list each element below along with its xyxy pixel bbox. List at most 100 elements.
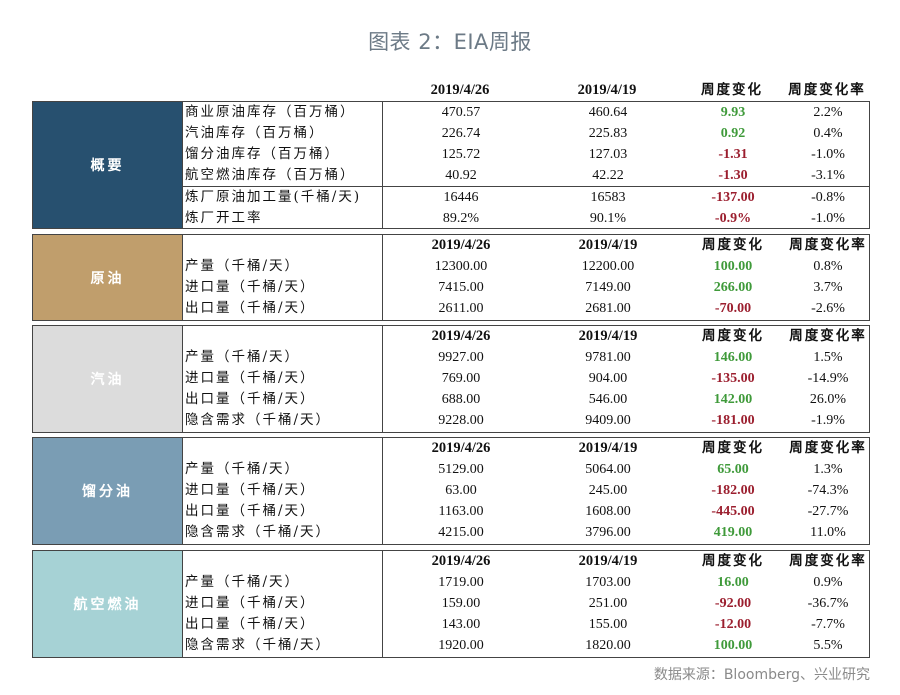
header-weekly-change: 周度变化: [702, 237, 764, 253]
weekly-change-rate: -36.7%: [807, 596, 849, 611]
value-date2: 1703.00: [585, 575, 631, 590]
value-date1: 63.00: [445, 483, 477, 498]
row-name: 炼厂开工率: [185, 210, 263, 226]
value-date1: 40.92: [445, 168, 477, 183]
section-label: 概要: [33, 102, 182, 228]
row-name: 出口量（千桶/天）: [185, 503, 316, 519]
weekly-change: -70.00: [714, 301, 752, 316]
weekly-change-rate: 0.9%: [813, 575, 843, 590]
value-date1: 226.74: [441, 126, 481, 141]
row-name: 进口量（千桶/天）: [185, 482, 316, 498]
weekly-change: -135.00: [711, 371, 755, 386]
value-date2: 12200.00: [581, 259, 635, 274]
value-date2: 1608.00: [585, 504, 631, 519]
row-name: 产量（千桶/天）: [185, 461, 301, 477]
value-date1: 4215.00: [438, 525, 484, 540]
weekly-change: 146.00: [713, 350, 753, 365]
section-box: 原油 2019/4/26 2019/4/19 周度变化 周度变化率 产量（千桶/…: [32, 234, 870, 321]
table-row: 产量（千桶/天） 12300.00 12200.00 100.00 0.8%: [33, 256, 869, 277]
weekly-change-rate: -3.1%: [811, 168, 845, 183]
value-date1: 159.00: [441, 596, 481, 611]
weekly-change-rate: 1.3%: [813, 462, 843, 477]
value-date1: 1163.00: [438, 504, 484, 519]
row-name: 出口量（千桶/天）: [185, 300, 316, 316]
weekly-change: -1.30: [718, 168, 748, 183]
value-date2: 9409.00: [585, 413, 631, 428]
weekly-change: -0.9%: [714, 211, 752, 226]
header-date2: 2019/4/19: [578, 440, 638, 456]
row-name: 进口量（千桶/天）: [185, 595, 316, 611]
weekly-change: 100.00: [713, 638, 753, 653]
row-name: 馏分油库存（百万桶）: [185, 146, 340, 162]
table-row: 隐含需求（千桶/天） 9228.00 9409.00 -181.00 -1.9%: [33, 410, 869, 431]
value-date2: 42.22: [592, 168, 624, 183]
value-date1: 9228.00: [438, 413, 484, 428]
weekly-change-rate: 1.5%: [813, 350, 843, 365]
weekly-change: 9.93: [720, 105, 746, 120]
row-names-column: [182, 102, 383, 228]
value-date1: 470.57: [441, 105, 481, 120]
section-label: 原油: [33, 235, 182, 320]
row-name: 航空燃油库存（百万桶）: [185, 167, 356, 183]
row-name: 出口量（千桶/天）: [185, 616, 316, 632]
header-date1: 2019/4/26: [431, 553, 491, 569]
table-row: 炼厂开工率 89.2% 90.1% -0.9% -1.0%: [33, 208, 869, 229]
value-date1: 16446: [443, 190, 479, 205]
header-weekly-change-rate: 周度变化率: [789, 328, 867, 344]
value-date1: 688.00: [441, 392, 481, 407]
section-box: 航空燃油 2019/4/26 2019/4/19 周度变化 周度变化率 产量（千…: [32, 550, 870, 658]
table-row: 汽油库存（百万桶） 226.74 225.83 0.92 0.4%: [33, 123, 869, 144]
row-name: 产量（千桶/天）: [185, 574, 301, 590]
row-names-column: [182, 326, 383, 432]
row-name: 商业原油库存（百万桶）: [185, 104, 356, 120]
section-box: 汽油 2019/4/26 2019/4/19 周度变化 周度变化率 产量（千桶/…: [32, 325, 870, 433]
table-row: 进口量（千桶/天） 63.00 245.00 -182.00 -74.3%: [33, 480, 869, 501]
value-date2: 16583: [590, 190, 626, 205]
weekly-change: -92.00: [714, 596, 752, 611]
row-divider: [182, 186, 869, 187]
value-date2: 460.64: [588, 105, 628, 120]
weekly-change-rate: -27.7%: [807, 504, 849, 519]
weekly-change-rate: 0.8%: [813, 259, 843, 274]
table-row: 炼厂原油加工量(千桶/天) 16446 16583 -137.00 -0.8%: [33, 187, 869, 208]
row-name: 隐含需求（千桶/天）: [185, 637, 332, 653]
table-row: 出口量（千桶/天） 688.00 546.00 142.00 26.0%: [33, 389, 869, 410]
row-name: 产量（千桶/天）: [185, 258, 301, 274]
header-row: 2019/4/26 2019/4/19 周度变化 周度变化率: [32, 80, 868, 101]
weekly-change-rate: -0.8%: [811, 190, 845, 205]
header-row: 2019/4/26 2019/4/19 周度变化 周度变化率: [33, 551, 869, 572]
weekly-change-rate: -1.0%: [811, 211, 845, 226]
weekly-change-rate: 2.2%: [813, 105, 843, 120]
weekly-change: -1.31: [718, 147, 748, 162]
table-row: 产量（千桶/天） 5129.00 5064.00 65.00 1.3%: [33, 459, 869, 480]
value-date2: 1820.00: [585, 638, 631, 653]
table-row: 产量（千桶/天） 1719.00 1703.00 16.00 0.9%: [33, 572, 869, 593]
data-source-note: 数据来源：Bloomberg、兴业研究: [653, 667, 870, 683]
value-date1: 7415.00: [438, 280, 484, 295]
header-weekly-change-rate: 周度变化率: [789, 553, 867, 569]
value-date2: 546.00: [588, 392, 628, 407]
value-date2: 251.00: [588, 596, 628, 611]
value-date1: 125.72: [441, 147, 481, 162]
table-row: 商业原油库存（百万桶） 470.57 460.64 9.93 2.2%: [33, 102, 869, 123]
header-date1: 2019/4/26: [431, 328, 491, 344]
weekly-change: 65.00: [717, 462, 749, 477]
section-box: 馏分油 2019/4/26 2019/4/19 周度变化 周度变化率 产量（千桶…: [32, 437, 870, 545]
table-row: 隐含需求（千桶/天） 1920.00 1820.00 100.00 5.5%: [33, 635, 869, 656]
value-date1: 1920.00: [438, 638, 484, 653]
value-date2: 90.1%: [589, 211, 627, 226]
value-date2: 2681.00: [585, 301, 631, 316]
value-date2: 155.00: [588, 617, 628, 632]
weekly-change: -181.00: [711, 413, 755, 428]
header-weekly-change-rate: 周度变化率: [788, 82, 866, 98]
weekly-change-rate: -14.9%: [807, 371, 849, 386]
row-names-column: [182, 551, 383, 657]
row-name: 产量（千桶/天）: [185, 349, 301, 365]
weekly-change: 0.92: [720, 126, 746, 141]
row-name: 出口量（千桶/天）: [185, 391, 316, 407]
section-label: 汽油: [33, 326, 182, 432]
header-weekly-change: 周度变化: [701, 82, 763, 98]
header-row: 2019/4/26 2019/4/19 周度变化 周度变化率: [33, 438, 869, 459]
header-weekly-change: 周度变化: [702, 328, 764, 344]
section-label: 航空燃油: [33, 551, 182, 657]
